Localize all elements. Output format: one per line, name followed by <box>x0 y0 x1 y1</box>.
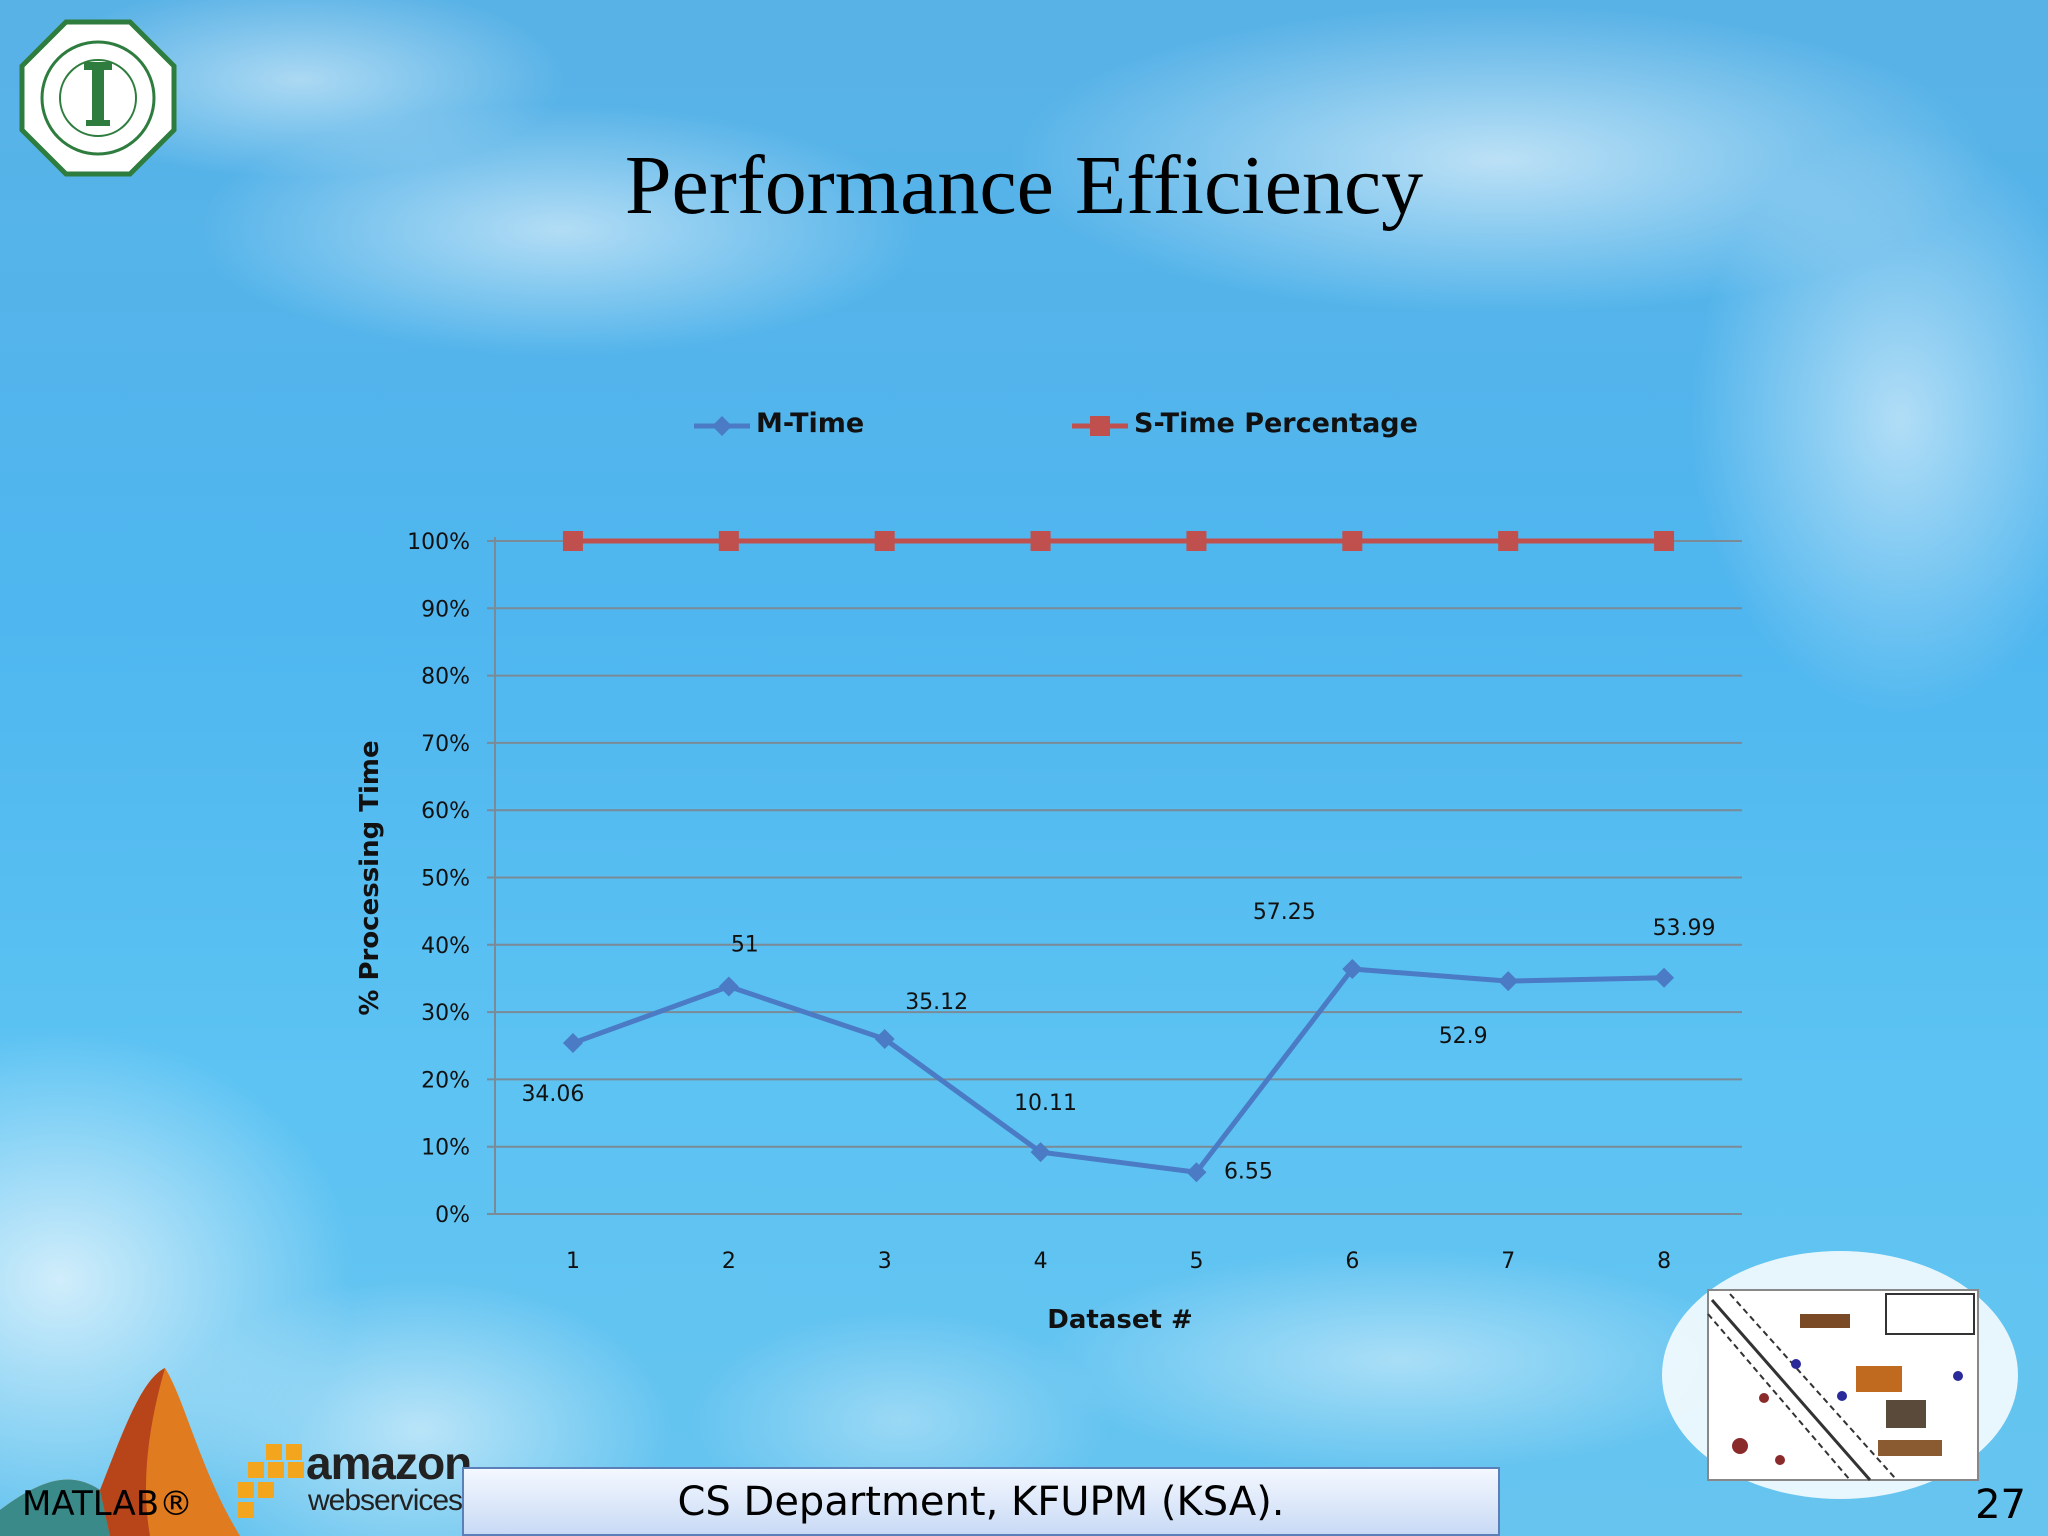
legend-label-s-time: S-Time Percentage <box>1134 408 1418 439</box>
aws-cubes-icon <box>238 1444 304 1518</box>
x-tick-label: 2 <box>722 1249 736 1274</box>
x-tick-label: 3 <box>878 1249 892 1274</box>
y-tick-label: 100% <box>407 530 470 555</box>
data-label-m-time: 51 <box>731 933 759 958</box>
data-label-m-time: 10.11 <box>1014 1091 1077 1116</box>
aws-logo: amazon webservices <box>236 1436 472 1536</box>
data-point-s-time <box>718 531 739 551</box>
y-tick-label: 50% <box>421 867 470 892</box>
legend-marker-s-time <box>1072 416 1128 436</box>
x-tick-label: 6 <box>1345 1249 1359 1274</box>
series-line-m-time <box>572 966 1665 1175</box>
data-point-s-time <box>1654 531 1675 551</box>
y-tick-label: 30% <box>421 1001 470 1026</box>
data-point-m-time <box>1030 1142 1051 1163</box>
y-axis-title: % Processing Time <box>355 740 385 1015</box>
aws-logo-word: amazon <box>306 1437 472 1489</box>
legend-marker-m-time <box>694 416 750 436</box>
y-tick-label: 80% <box>421 665 470 690</box>
data-label-m-time: 6.55 <box>1224 1159 1273 1184</box>
data-point-m-time <box>1186 1162 1207 1183</box>
kfupm-seal-icon <box>19 19 177 177</box>
chart-series <box>562 531 1675 1183</box>
y-tick-label: 0% <box>435 1203 470 1228</box>
data-point-m-time <box>718 976 739 997</box>
data-point-m-time <box>562 1033 583 1054</box>
data-point-m-time <box>1342 959 1363 980</box>
y-tick-label: 10% <box>421 1136 470 1161</box>
matlab-label: MATLAB® <box>22 1484 194 1524</box>
chart-labels: 0% 10% 20% 30% 40% 50% 60% 70% 80% 90% 100% 1 2 3 4 5 6 7… <box>355 530 1716 1335</box>
data-point-s-time <box>1030 531 1051 551</box>
x-tick-label: 1 <box>566 1249 580 1274</box>
data-point-m-time <box>1654 967 1675 988</box>
legend-label-m-time: M-Time <box>756 408 865 439</box>
data-point-s-time <box>562 531 583 551</box>
data-label-m-time: 53.99 <box>1653 916 1716 941</box>
matlab-membrane-icon <box>0 1368 240 1536</box>
y-tick-label: 20% <box>421 1068 470 1093</box>
svm-classification-illustration <box>1662 1251 2018 1499</box>
legend-item-s-time: S-Time Percentage <box>1070 408 1418 444</box>
data-point-s-time <box>874 531 895 551</box>
data-point-s-time <box>1186 531 1207 551</box>
y-tick-label: 90% <box>421 597 470 622</box>
data-point-s-time <box>1498 531 1519 551</box>
legend-item-m-time: M-Time <box>692 408 892 444</box>
slide-title: Performance Efficiency <box>624 139 1424 232</box>
chart-axes <box>487 537 1742 1215</box>
chart-gridlines <box>487 540 1742 1148</box>
data-label-m-time: 35.12 <box>905 990 968 1015</box>
x-tick-label: 4 <box>1034 1249 1048 1274</box>
data-label-m-time: 34.06 <box>521 1082 584 1107</box>
y-tick-label: 70% <box>421 732 470 757</box>
x-axis-title: Dataset # <box>1047 1305 1192 1335</box>
aws-logo-sub: webservices <box>308 1484 463 1517</box>
footer-text: CS Department, KFUPM (KSA). <box>677 1479 1285 1525</box>
page-number: 27 <box>1975 1482 2026 1528</box>
data-label-m-time: 52.9 <box>1439 1024 1488 1049</box>
data-point-m-time <box>874 1029 895 1050</box>
footer-banner: CS Department, KFUPM (KSA). <box>462 1467 1500 1536</box>
data-point-m-time <box>1498 971 1519 992</box>
x-tick-label: 7 <box>1501 1249 1515 1274</box>
y-tick-label: 40% <box>421 934 470 959</box>
y-tick-label: 60% <box>421 799 470 824</box>
x-tick-label: 5 <box>1189 1249 1203 1274</box>
data-label-m-time: 57.25 <box>1253 900 1316 925</box>
x-tick-label: 8 <box>1657 1249 1671 1274</box>
data-point-s-time <box>1342 531 1363 551</box>
